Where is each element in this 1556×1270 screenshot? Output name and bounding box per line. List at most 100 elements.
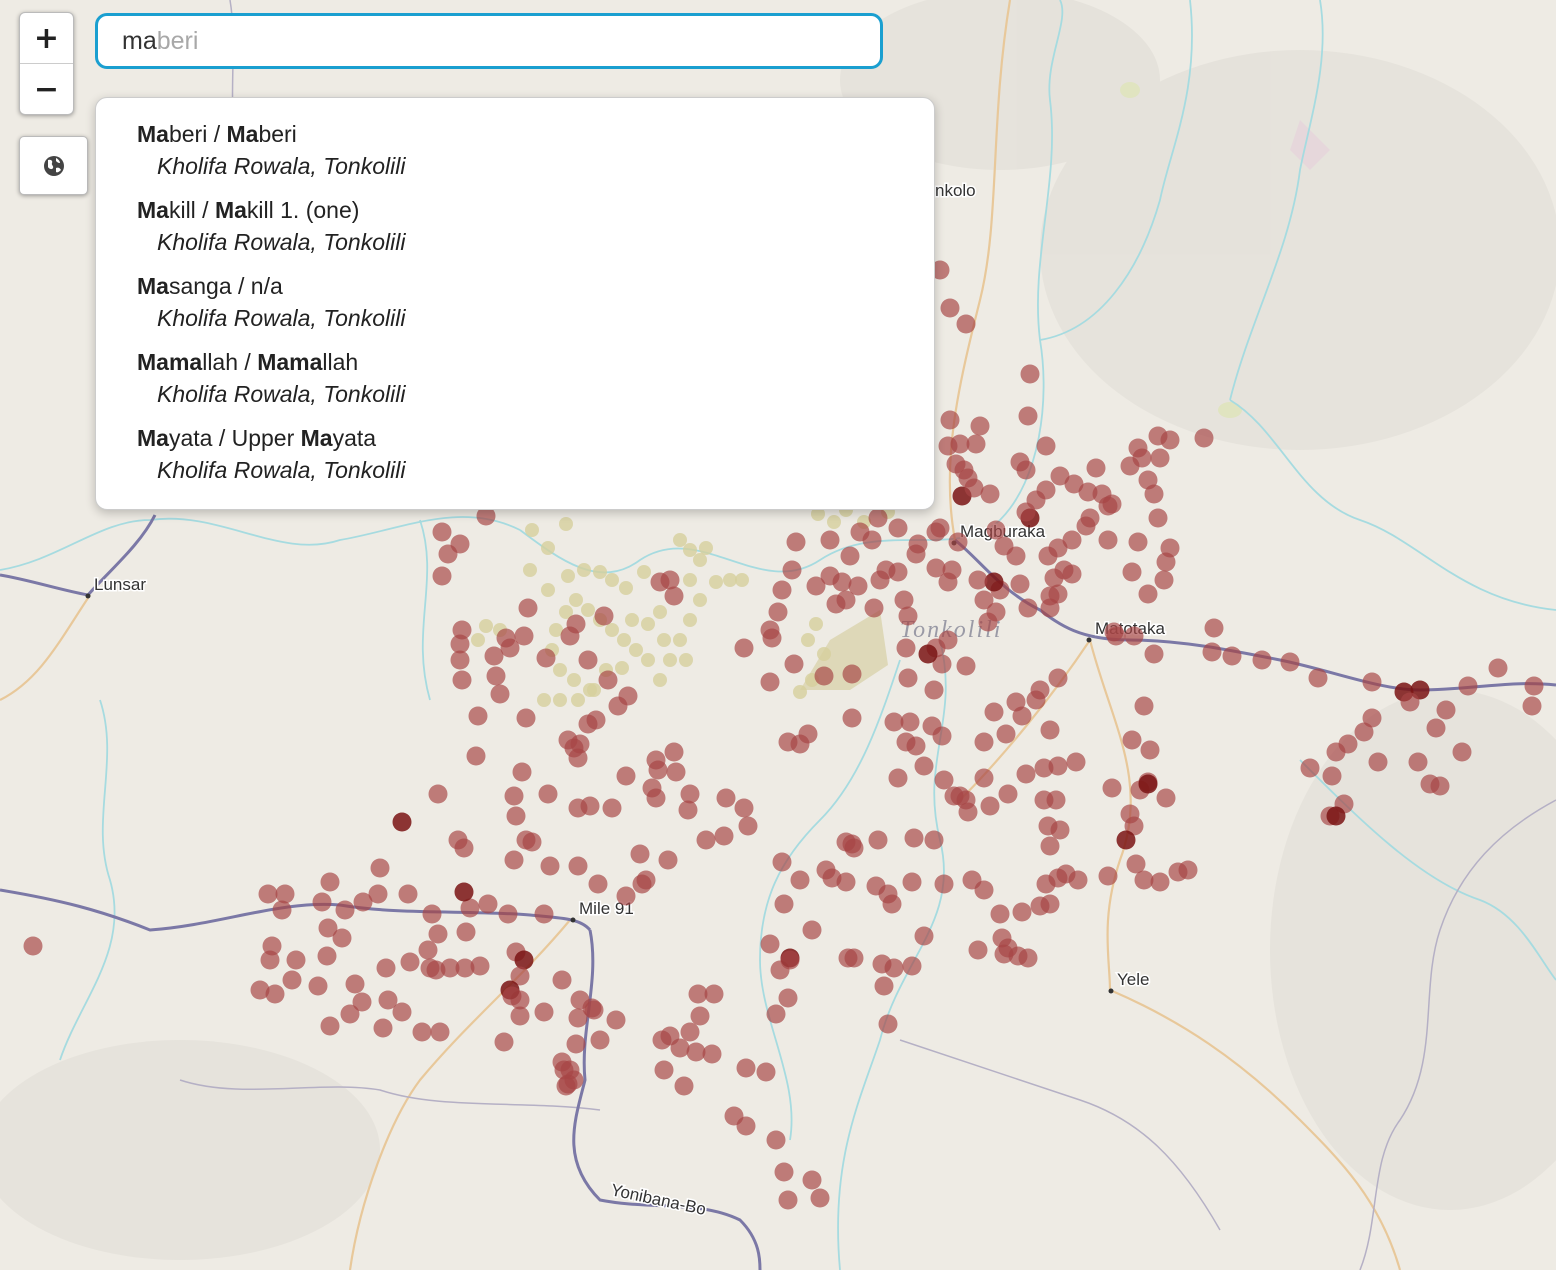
- village-marker[interactable]: [680, 784, 700, 804]
- village-marker[interactable]: [914, 756, 934, 776]
- village-marker[interactable]: [932, 654, 952, 674]
- village-marker[interactable]: [908, 534, 928, 554]
- village-marker[interactable]: [984, 572, 1004, 592]
- village-marker[interactable]: [1326, 742, 1346, 762]
- village-marker[interactable]: [666, 762, 686, 782]
- village-marker[interactable]: [1040, 894, 1060, 914]
- village-marker[interactable]: [602, 798, 622, 818]
- village-marker[interactable]: [512, 762, 532, 782]
- village-marker[interactable]: [842, 664, 862, 684]
- village-marker[interactable]: [450, 650, 470, 670]
- village-marker[interactable]: [1040, 836, 1060, 856]
- village-marker[interactable]: [1030, 680, 1050, 700]
- village-marker[interactable]: [688, 984, 708, 1004]
- village-marker[interactable]: [286, 950, 306, 970]
- village-marker[interactable]: [772, 852, 792, 872]
- village-marker[interactable]: [452, 670, 472, 690]
- search-result-item[interactable]: Mayata / Upper Mayata Kholifa Rowala, Ton…: [96, 422, 934, 498]
- village-marker[interactable]: [588, 874, 608, 894]
- zoom-in-button[interactable]: +: [33, 20, 60, 56]
- village-marker[interactable]: [312, 892, 332, 912]
- village-marker[interactable]: [1426, 718, 1446, 738]
- village-marker[interactable]: [1018, 406, 1038, 426]
- village-marker[interactable]: [1138, 774, 1158, 794]
- village-marker[interactable]: [974, 732, 994, 752]
- village-marker[interactable]: [1408, 752, 1428, 772]
- village-marker[interactable]: [1150, 872, 1170, 892]
- village-marker[interactable]: [335, 900, 355, 920]
- village-marker[interactable]: [1128, 438, 1148, 458]
- village-marker[interactable]: [1204, 618, 1224, 638]
- village-marker[interactable]: [736, 1058, 756, 1078]
- village-marker[interactable]: [670, 1038, 690, 1058]
- village-marker[interactable]: [460, 898, 480, 918]
- village-marker[interactable]: [490, 684, 510, 704]
- village-marker[interactable]: [844, 838, 864, 858]
- village-marker[interactable]: [888, 562, 908, 582]
- village-marker[interactable]: [514, 626, 534, 646]
- village-marker[interactable]: [786, 532, 806, 552]
- village-marker[interactable]: [680, 1022, 700, 1042]
- search-input[interactable]: ma beri: [95, 13, 883, 69]
- village-marker[interactable]: [716, 788, 736, 808]
- village-marker[interactable]: [760, 934, 780, 954]
- village-marker[interactable]: [430, 1022, 450, 1042]
- village-marker[interactable]: [272, 900, 292, 920]
- village-marker[interactable]: [1300, 758, 1320, 778]
- village-marker[interactable]: [340, 1004, 360, 1024]
- village-marker[interactable]: [428, 784, 448, 804]
- village-marker[interactable]: [450, 634, 470, 654]
- village-marker[interactable]: [510, 966, 530, 986]
- village-marker[interactable]: [260, 950, 280, 970]
- village-marker[interactable]: [904, 828, 924, 848]
- village-marker[interactable]: [1134, 870, 1154, 890]
- village-marker[interactable]: [353, 892, 373, 912]
- village-marker[interactable]: [1116, 830, 1136, 850]
- village-marker[interactable]: [790, 870, 810, 890]
- village-marker[interactable]: [412, 1022, 432, 1042]
- village-marker[interactable]: [317, 946, 337, 966]
- village-marker[interactable]: [654, 1060, 674, 1080]
- village-marker[interactable]: [1128, 532, 1148, 552]
- village-marker[interactable]: [780, 950, 800, 970]
- village-marker[interactable]: [506, 806, 526, 826]
- village-marker[interactable]: [1148, 508, 1168, 528]
- village-marker[interactable]: [1522, 696, 1542, 716]
- village-marker[interactable]: [1038, 546, 1058, 566]
- village-marker[interactable]: [968, 570, 988, 590]
- village-marker[interactable]: [1280, 652, 1300, 672]
- village-marker[interactable]: [568, 748, 588, 768]
- village-marker[interactable]: [646, 750, 666, 770]
- village-marker[interactable]: [345, 974, 365, 994]
- village-marker[interactable]: [934, 874, 954, 894]
- village-marker[interactable]: [428, 924, 448, 944]
- village-marker[interactable]: [1150, 448, 1170, 468]
- village-marker[interactable]: [1012, 706, 1032, 726]
- village-marker[interactable]: [1154, 570, 1174, 590]
- village-marker[interactable]: [1138, 470, 1158, 490]
- village-marker[interactable]: [1062, 564, 1082, 584]
- village-marker[interactable]: [664, 742, 684, 762]
- village-marker[interactable]: [1076, 516, 1096, 536]
- village-marker[interactable]: [1040, 720, 1060, 740]
- village-marker[interactable]: [368, 884, 388, 904]
- village-marker[interactable]: [918, 644, 938, 664]
- village-marker[interactable]: [1322, 766, 1342, 786]
- village-marker[interactable]: [1034, 758, 1054, 778]
- village-marker[interactable]: [686, 1042, 706, 1062]
- village-marker[interactable]: [552, 970, 572, 990]
- village-marker[interactable]: [398, 884, 418, 904]
- village-marker[interactable]: [696, 830, 716, 850]
- village-marker[interactable]: [734, 798, 754, 818]
- village-marker[interactable]: [760, 620, 780, 640]
- village-marker[interactable]: [984, 702, 1004, 722]
- village-marker[interactable]: [766, 1130, 786, 1150]
- village-marker[interactable]: [990, 904, 1010, 924]
- village-marker[interactable]: [1430, 776, 1450, 796]
- village-marker[interactable]: [702, 1044, 722, 1064]
- village-marker[interactable]: [1050, 820, 1070, 840]
- village-marker[interactable]: [924, 830, 944, 850]
- village-marker[interactable]: [262, 936, 282, 956]
- village-marker[interactable]: [820, 566, 840, 586]
- village-marker[interactable]: [450, 534, 470, 554]
